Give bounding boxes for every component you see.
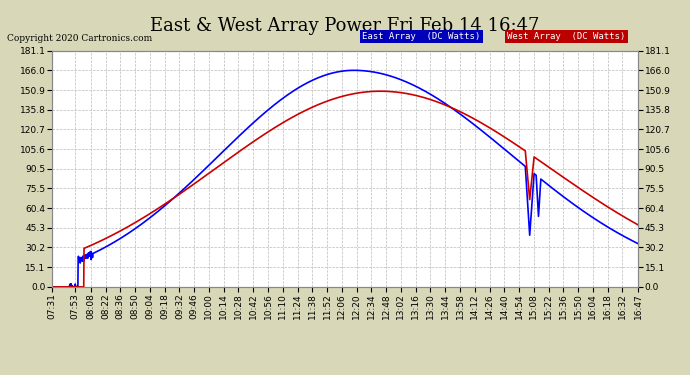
Text: West Array  (DC Watts): West Array (DC Watts) <box>507 32 625 41</box>
Text: East & West Array Power Fri Feb 14 16:47: East & West Array Power Fri Feb 14 16:47 <box>150 17 540 35</box>
Text: Copyright 2020 Cartronics.com: Copyright 2020 Cartronics.com <box>7 34 152 43</box>
Text: East Array  (DC Watts): East Array (DC Watts) <box>362 32 480 41</box>
